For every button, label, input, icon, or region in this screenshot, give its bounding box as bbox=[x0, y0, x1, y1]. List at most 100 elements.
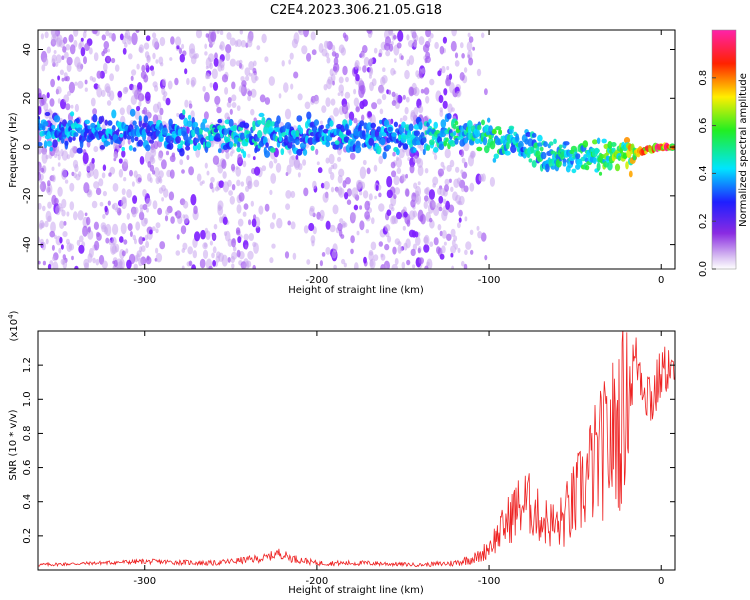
spectrogram-dot bbox=[167, 80, 173, 90]
spectrogram-dot bbox=[199, 258, 206, 269]
spectrogram-dot bbox=[51, 166, 55, 171]
colorbar-ticks: 0.0 0.2 0.4 0.6 0.8 bbox=[698, 70, 716, 277]
spectrogram-ridge-dot bbox=[339, 142, 343, 150]
spectrogram-ridge-dot bbox=[433, 121, 439, 129]
spectrogram-dot bbox=[297, 163, 303, 171]
spectrogram-dot bbox=[428, 189, 435, 200]
spectrogram-dot bbox=[303, 187, 309, 197]
spectrogram-ridge-dot bbox=[194, 138, 200, 143]
spectrogram-dot bbox=[77, 80, 84, 89]
spectrogram-dot bbox=[103, 41, 110, 50]
spectrogram-dot bbox=[149, 164, 155, 172]
spectrogram-dot bbox=[140, 71, 147, 79]
spectrogram-dot bbox=[225, 151, 230, 160]
spectrogram-dot bbox=[362, 65, 367, 73]
spectrogram-dot bbox=[155, 247, 159, 254]
spectrogram-dot bbox=[207, 73, 211, 80]
spectrogram-dot bbox=[450, 40, 457, 52]
spectrogram-dot bbox=[170, 36, 175, 45]
spectrogram-dot bbox=[179, 53, 185, 63]
spectrogram-dot bbox=[397, 241, 402, 247]
x-tick-label: -200 bbox=[306, 275, 329, 286]
spectrogram-dot bbox=[458, 209, 463, 217]
spectrogram-ridge-dot bbox=[391, 132, 397, 138]
spectrogram-ridge-dot bbox=[175, 136, 182, 144]
spectrogram-dot bbox=[258, 205, 264, 215]
spectrogram-dot bbox=[149, 65, 154, 71]
spectrogram-dot bbox=[44, 220, 49, 228]
spectrogram-dot bbox=[304, 101, 311, 110]
spectrogram-dot bbox=[337, 222, 343, 232]
spectrogram-ridge-dot bbox=[287, 140, 293, 149]
spectrogram-ridge-dot bbox=[492, 157, 497, 163]
spectrogram-dot bbox=[158, 177, 163, 184]
spectrogram-dot bbox=[108, 172, 112, 177]
spectrogram-dot bbox=[102, 214, 106, 219]
spectrogram-ridge-dot bbox=[192, 144, 198, 152]
spectrogram-dot bbox=[59, 69, 64, 76]
spectrogram-dot bbox=[408, 40, 415, 48]
spectrogram-dot bbox=[394, 187, 401, 195]
spectrogram-dot bbox=[405, 147, 411, 157]
spectrogram-dot bbox=[105, 86, 111, 94]
spectrogram-dot bbox=[253, 242, 259, 254]
spectrogram-ridge-dot bbox=[252, 120, 256, 128]
spectrogram-dot bbox=[176, 112, 180, 117]
spectrogram-dot bbox=[56, 34, 63, 47]
spectrogram-ridge-dot bbox=[354, 145, 362, 154]
spectrogram-dot bbox=[405, 238, 411, 249]
spectrogram-ridge-dot bbox=[413, 130, 420, 137]
spectrogram-ridge-dot bbox=[197, 142, 201, 151]
spectrogram-ridge-dot bbox=[413, 147, 417, 153]
spectrogram-dot bbox=[346, 199, 352, 205]
spectrogram-dot bbox=[61, 77, 65, 82]
spectrogram-dot bbox=[182, 200, 189, 209]
snr-x-axis-label: Height of straight line (km) bbox=[288, 585, 424, 596]
spectrogram-ridge-dot bbox=[601, 138, 607, 144]
spectrogram-dot bbox=[82, 225, 88, 237]
spectrogram-dot bbox=[237, 236, 242, 244]
spectrogram-dot bbox=[349, 152, 356, 160]
spectrogram-dot bbox=[154, 85, 159, 92]
spectrogram-dot bbox=[361, 99, 368, 107]
y-tick-label: 0.6 bbox=[22, 460, 33, 476]
spectrogram-dot bbox=[128, 53, 133, 60]
spectrogram-dot bbox=[291, 38, 298, 49]
spectrogram-dot bbox=[98, 178, 104, 187]
spectrogram-ridge-dot bbox=[445, 137, 449, 142]
spectrogram-dot bbox=[342, 65, 348, 76]
spectrogram-ridge-dot bbox=[143, 115, 149, 124]
spectrogram-dot bbox=[293, 71, 299, 79]
spectrogram-dot bbox=[62, 254, 66, 260]
spectrogram-dot bbox=[136, 253, 140, 261]
spectrogram-dot bbox=[101, 34, 107, 41]
spectrogram-dot bbox=[387, 235, 392, 243]
spectrogram-dot bbox=[222, 216, 228, 225]
spectrogram-dot bbox=[330, 164, 335, 170]
spectrogram-dot bbox=[481, 32, 485, 39]
spectrogram-ridge-dot bbox=[545, 163, 550, 173]
spectrogram-dot bbox=[350, 248, 354, 255]
spectrogram-ridge-dot bbox=[306, 111, 312, 120]
spectrogram-dot bbox=[146, 255, 150, 261]
spectrogram-dot bbox=[216, 30, 220, 34]
spectrogram-ridge-dot bbox=[518, 140, 524, 149]
spectrogram-dot bbox=[269, 257, 274, 264]
spectrogram-dot bbox=[399, 247, 404, 252]
spectrogram-dot bbox=[151, 69, 155, 77]
spectrogram-dot bbox=[107, 200, 111, 206]
spectrogram-dot bbox=[66, 56, 73, 66]
spectrogram-ridge-dot bbox=[99, 145, 106, 150]
spectrogram-ridge-dot bbox=[295, 129, 300, 138]
spectrogram-dot bbox=[391, 91, 396, 98]
spectrogram-ridge-dot bbox=[385, 144, 391, 150]
spectrogram-dot bbox=[112, 183, 119, 192]
spectrogram-dot bbox=[123, 239, 128, 245]
spectrogram-dot bbox=[165, 209, 170, 216]
spectrogram-ridge-dot bbox=[276, 115, 281, 124]
spectrogram-dot bbox=[74, 81, 78, 86]
spectrogram-ridge-dot bbox=[92, 114, 98, 123]
spectrogram-dot bbox=[302, 159, 307, 166]
spectrogram-dot bbox=[57, 75, 60, 81]
spectrogram-dot bbox=[229, 37, 236, 46]
